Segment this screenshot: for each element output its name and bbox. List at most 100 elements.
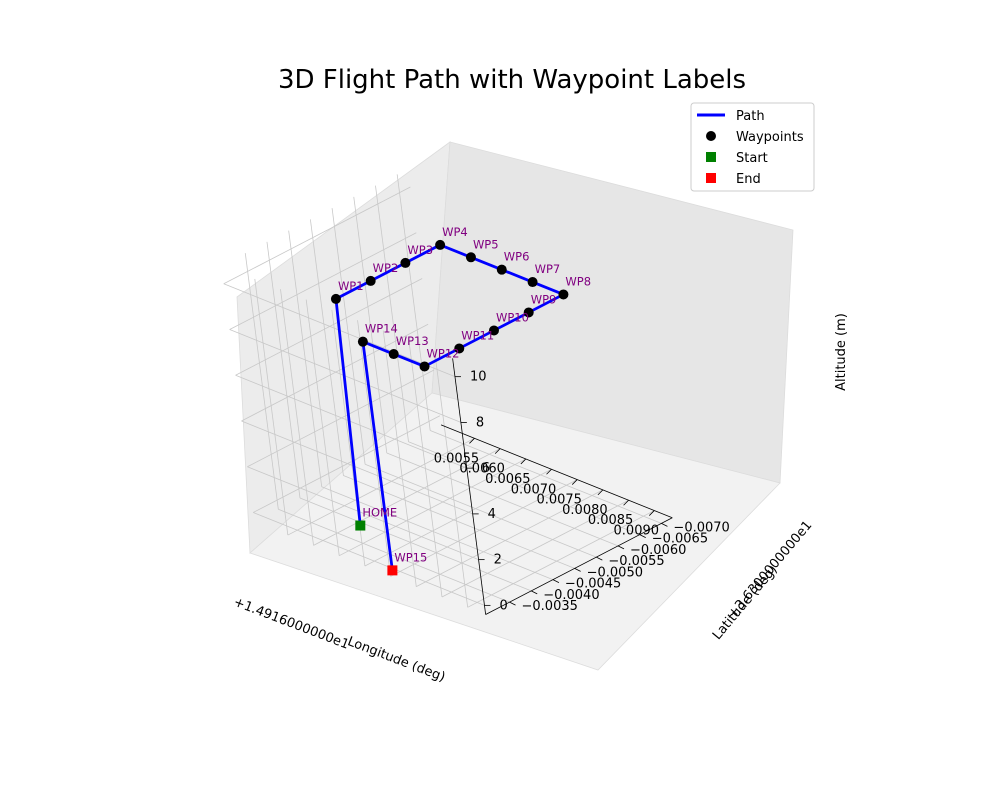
x-tick-label: 0.0055 bbox=[434, 451, 480, 466]
grid-line bbox=[430, 430, 662, 524]
waypoint-labels: HOMEWP1WP2WP3WP4WP5WP6WP7WP8WP9WP10WP11W… bbox=[338, 225, 591, 564]
x-axis-label: Longitude (deg) bbox=[345, 634, 447, 685]
y-tick-label: −0.0065 bbox=[652, 532, 708, 547]
y-tick-label: −0.0035 bbox=[522, 599, 578, 614]
waypoint-label: HOME bbox=[362, 506, 397, 520]
z-tick-label: 4 bbox=[488, 507, 496, 522]
x-tick-label: 0.0080 bbox=[562, 503, 608, 518]
z-axis-label: Altitude (m) bbox=[834, 313, 849, 391]
waypoint-markers bbox=[330, 239, 569, 576]
y-tick bbox=[661, 523, 668, 527]
z-tick-label: 2 bbox=[494, 553, 502, 568]
legend-end-label: End bbox=[736, 172, 761, 187]
grid-line bbox=[313, 448, 501, 546]
grid-line bbox=[382, 330, 417, 587]
y-tick-label: −0.0070 bbox=[673, 520, 729, 535]
waypoint-marker bbox=[365, 275, 376, 286]
grid-line bbox=[244, 253, 279, 510]
grid-line bbox=[235, 374, 467, 469]
grid-line bbox=[375, 185, 409, 442]
y-tick-label: −0.0060 bbox=[630, 543, 686, 558]
x-tick-label: 0.0090 bbox=[614, 524, 660, 539]
x-tick-label: 0.0085 bbox=[588, 513, 634, 528]
waypoint-marker bbox=[330, 293, 341, 304]
grid-line bbox=[299, 497, 532, 592]
z-tick-label: 10 bbox=[470, 370, 487, 385]
grid-line bbox=[416, 489, 604, 588]
grid-line bbox=[288, 230, 323, 487]
waypoint-marker bbox=[465, 252, 476, 263]
waypoint-label: WP15 bbox=[394, 550, 427, 564]
waypoint-label: WP9 bbox=[531, 292, 557, 306]
grid-line bbox=[390, 479, 578, 577]
y-axis-line bbox=[485, 517, 673, 615]
grid-line bbox=[223, 186, 411, 285]
waypoint-marker bbox=[357, 336, 368, 347]
legend: Path Waypoints Start End bbox=[690, 102, 815, 192]
waypoint-label: WP1 bbox=[338, 279, 364, 293]
y-tick bbox=[531, 590, 538, 595]
grid-line bbox=[229, 232, 417, 330]
x-tick-label: 0.0075 bbox=[536, 493, 582, 508]
grid-line bbox=[364, 468, 552, 567]
waypoint-marker bbox=[496, 264, 507, 275]
y-offset-label: +3.6300000000e1 bbox=[725, 518, 815, 621]
grid-line bbox=[364, 463, 597, 558]
grid-line bbox=[247, 466, 479, 561]
flight-path bbox=[334, 243, 565, 571]
waypoint-label: WP13 bbox=[396, 334, 429, 348]
end-marker bbox=[387, 565, 398, 576]
path-line bbox=[334, 243, 565, 571]
waypoint-marker bbox=[400, 257, 411, 268]
grid-line bbox=[467, 510, 655, 608]
waypoint-label: WP4 bbox=[442, 225, 468, 239]
waypoint-marker bbox=[435, 239, 446, 250]
y-tick bbox=[639, 534, 646, 538]
x-offset-label: +1.4916000000e1 bbox=[231, 595, 351, 653]
y-tick bbox=[509, 601, 516, 606]
y-tick-label: −0.0050 bbox=[587, 565, 643, 580]
waypoint-label: WP11 bbox=[461, 328, 494, 342]
y-tick-label: −0.0045 bbox=[565, 577, 621, 592]
grid-line bbox=[339, 458, 527, 557]
y-tick bbox=[596, 556, 603, 561]
grid-line bbox=[321, 486, 554, 581]
legend-path-label: Path bbox=[736, 109, 765, 124]
waypoint-marker bbox=[527, 277, 538, 288]
x-tick bbox=[571, 479, 578, 485]
x-tick bbox=[520, 458, 527, 465]
x-tick bbox=[597, 489, 604, 496]
grid-line bbox=[280, 289, 314, 546]
legend-waypoints-swatch bbox=[706, 131, 716, 141]
x-tick bbox=[623, 499, 629, 506]
start-marker bbox=[355, 520, 366, 531]
waypoint-label: WP7 bbox=[535, 262, 561, 276]
z-axis-line bbox=[452, 358, 487, 615]
x-axis-line bbox=[440, 424, 673, 519]
grid-line bbox=[235, 278, 423, 376]
x-tick-label: 0.0070 bbox=[511, 482, 557, 497]
z-tick-label: 6 bbox=[482, 461, 490, 476]
waypoint-label: WP12 bbox=[427, 346, 460, 360]
grid-line bbox=[408, 441, 640, 536]
grid-line bbox=[253, 512, 485, 606]
waypoint-marker bbox=[454, 343, 465, 354]
waypoint-marker bbox=[558, 289, 569, 300]
x-tick bbox=[469, 438, 475, 444]
legend-end-swatch bbox=[706, 173, 716, 183]
waypoint-marker bbox=[523, 307, 534, 318]
grid-line bbox=[331, 208, 366, 465]
grid-line bbox=[241, 323, 429, 422]
z-tick-label: 0 bbox=[499, 598, 507, 613]
grid-line bbox=[309, 219, 344, 476]
grid-line bbox=[434, 351, 469, 608]
y-tick bbox=[574, 568, 581, 572]
waypoint-label: WP5 bbox=[473, 237, 499, 251]
y-tick bbox=[552, 579, 560, 583]
grid-line bbox=[353, 196, 388, 454]
waypoint-label: WP6 bbox=[504, 250, 530, 264]
waypoint-label: WP14 bbox=[365, 322, 398, 336]
x-tick-label: 0.0065 bbox=[485, 472, 531, 487]
grid-line bbox=[357, 320, 391, 577]
